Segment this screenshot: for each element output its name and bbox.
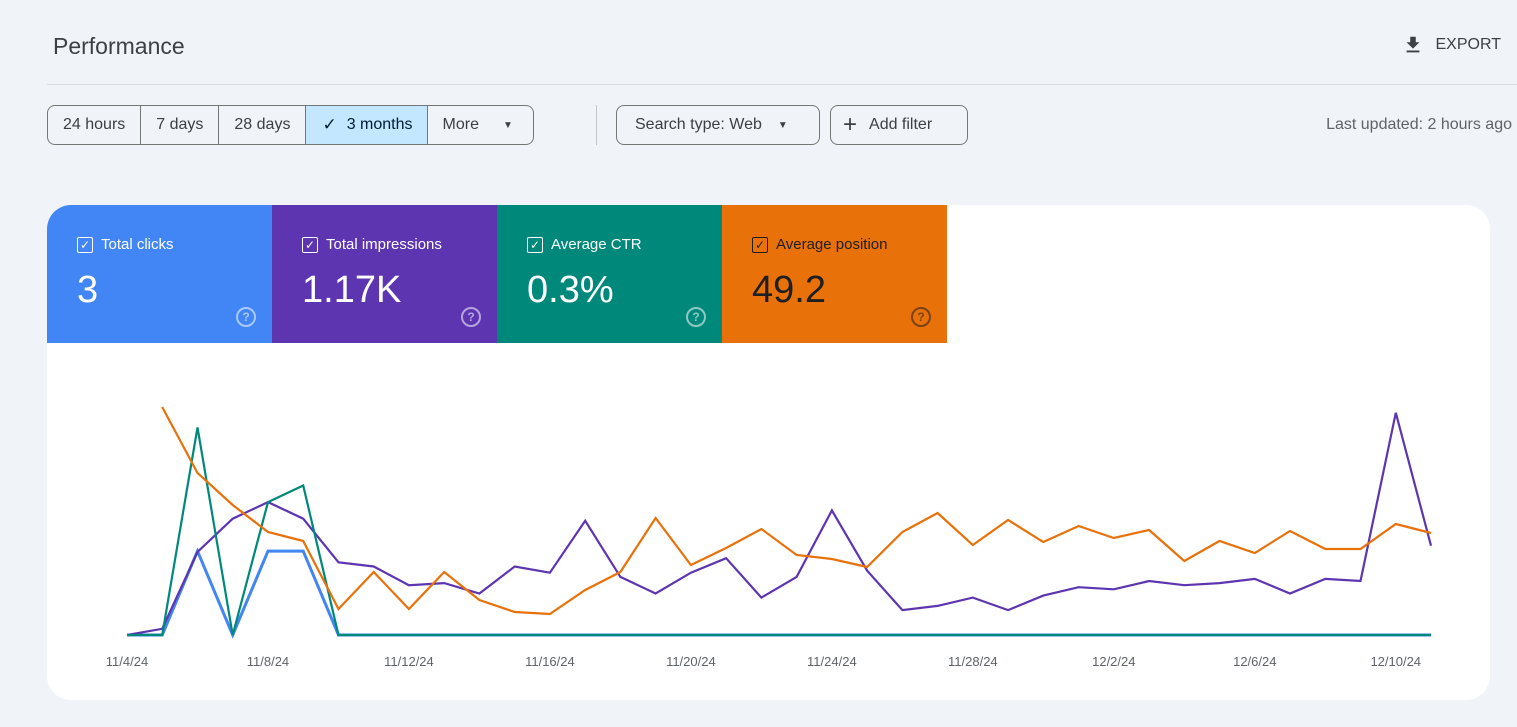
metric-value: 1.17K	[302, 269, 402, 311]
series-line-average-position	[161, 406, 1432, 616]
metric-name: Average CTR	[551, 236, 642, 253]
help-icon[interactable]: ?	[686, 307, 706, 327]
metric-tile-average-position[interactable]: ✓ Average position 49.2 ?	[722, 205, 947, 343]
date-option-7-days[interactable]: 7 days	[141, 106, 220, 144]
metric-tile-average-ctr[interactable]: ✓ Average CTR 0.3% ?	[497, 205, 722, 343]
dropdown-arrow-icon: ▼	[777, 119, 788, 131]
export-button[interactable]: EXPORT	[1402, 34, 1502, 56]
x-tick-label: 11/4/24	[106, 654, 148, 669]
date-range-selector: 24 hours 7 days 28 days ✓ 3 months More ▼	[47, 105, 534, 145]
series-line-average-ctr	[127, 427, 1431, 637]
help-icon[interactable]: ?	[461, 307, 481, 327]
download-icon	[1406, 36, 1419, 53]
x-tick-label: 11/28/24	[948, 654, 998, 669]
last-updated: Last updated: 2 hours ago	[1326, 116, 1512, 133]
metric-label: ✓ Average position	[752, 236, 887, 253]
checkbox-checked-icon[interactable]: ✓	[302, 236, 318, 253]
date-option-3-months[interactable]: ✓ 3 months	[306, 106, 428, 144]
x-tick-label: 11/12/24	[384, 654, 434, 669]
date-option-label: More	[442, 116, 479, 133]
add-filter-button[interactable]: + Add filter	[830, 105, 968, 145]
check-icon: ✓	[322, 115, 337, 134]
checkbox-checked-icon[interactable]: ✓	[527, 236, 543, 253]
x-tick-label: 11/20/24	[666, 654, 716, 669]
checkbox-checked-icon[interactable]: ✓	[752, 236, 768, 253]
search-type-dropdown[interactable]: Search type: Web ▼	[616, 105, 820, 145]
series-line-total-impressions	[126, 412, 1433, 637]
dropdown-arrow-icon: ▼	[502, 119, 513, 131]
metric-label: ✓ Average CTR	[527, 236, 642, 253]
add-filter-label: Add filter	[869, 116, 933, 133]
performance-chart: 11/4/24 11/8/24 11/12/24 11/16/24 11/20/24 11…	[106, 406, 1433, 669]
x-tick-label: 11/24/24	[807, 654, 857, 669]
plus-icon: +	[843, 111, 858, 138]
metric-name: Total clicks	[101, 236, 174, 253]
date-option-24-hours[interactable]: 24 hours	[48, 106, 142, 144]
date-option-label: 3 months	[346, 116, 413, 133]
export-label: EXPORT	[1435, 36, 1502, 53]
search-type-label: Search type: Web	[635, 116, 762, 133]
metric-value: 3	[77, 269, 99, 311]
metric-value: 49.2	[752, 269, 826, 311]
toolbar-separator	[596, 105, 597, 145]
performance-card: ✓ Total clicks 3 ? ✓ Total impressions 1.17…	[47, 205, 1490, 700]
metric-name: Total impressions	[326, 236, 442, 253]
date-option-28-days[interactable]: 28 days	[219, 106, 307, 144]
date-option-more[interactable]: More ▼	[428, 106, 533, 144]
date-option-label: 24 hours	[63, 116, 126, 133]
x-tick-label: 11/8/24	[247, 654, 289, 669]
metric-label: ✓ Total impressions	[302, 236, 442, 253]
metric-value: 0.3%	[527, 269, 614, 311]
header-divider	[47, 84, 1517, 85]
x-tick-label: 12/6/24	[1233, 654, 1276, 669]
x-tick-label: 12/2/24	[1092, 654, 1135, 669]
x-tick-label: 11/16/24	[525, 654, 575, 669]
date-option-label: 28 days	[234, 116, 291, 133]
checkbox-checked-icon[interactable]: ✓	[77, 236, 93, 253]
metric-label: ✓ Total clicks	[77, 236, 174, 253]
help-icon[interactable]: ?	[236, 307, 256, 327]
x-tick-label: 12/10/24	[1370, 654, 1421, 669]
metric-name: Average position	[776, 236, 888, 253]
help-icon[interactable]: ?	[911, 307, 931, 327]
page-title: Performance	[53, 33, 185, 59]
metric-tile-total-clicks[interactable]: ✓ Total clicks 3 ?	[47, 205, 272, 343]
metric-tile-total-impressions[interactable]: ✓ Total impressions 1.17K ?	[272, 205, 497, 343]
date-option-label: 7 days	[156, 116, 204, 133]
